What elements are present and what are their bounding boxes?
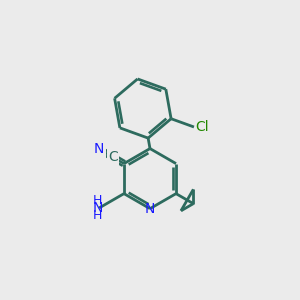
Text: C: C xyxy=(108,150,118,164)
Text: H: H xyxy=(93,208,103,222)
Text: H: H xyxy=(93,194,103,207)
Text: Cl: Cl xyxy=(195,120,209,134)
Text: N: N xyxy=(94,142,104,156)
Text: N: N xyxy=(145,202,155,216)
Text: N: N xyxy=(93,201,103,215)
